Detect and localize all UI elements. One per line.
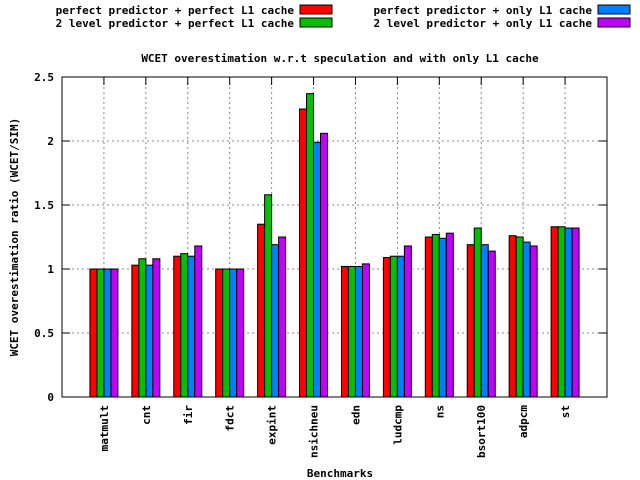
- bar-edn-series-3: [354, 265, 363, 398]
- legend-swatch-1: [299, 4, 333, 15]
- x-tick-label: edn: [349, 405, 362, 425]
- bar-ns-series-1: [424, 236, 433, 398]
- bar-ns-series-4: [445, 232, 454, 398]
- bar-adpcm-series-3: [522, 241, 531, 398]
- bar-st-series-3: [564, 227, 573, 398]
- bar-cnt-series-4: [152, 258, 161, 398]
- bar-bsort100-series-4: [487, 250, 496, 398]
- legend: perfect predictor + perfect L1 cache 2 l…: [56, 4, 631, 30]
- y-tick-label: 1.5: [34, 199, 54, 212]
- y-tick-label: 2: [47, 135, 54, 148]
- x-tick-label: cnt: [140, 405, 153, 425]
- bar-matmult-series-3: [103, 268, 112, 398]
- y-tick-label: 2.5: [34, 71, 54, 84]
- x-tick-label: expint: [266, 405, 279, 445]
- x-tick-label: fdct: [224, 405, 237, 432]
- bar-cnt-series-2: [138, 258, 147, 398]
- y-axis: 0 0.5 1 1.5 2 2.5: [34, 71, 607, 404]
- x-tick-label: bsort100: [475, 405, 488, 458]
- bar-adpcm-series-2: [515, 236, 524, 398]
- x-tick-label: matmult: [98, 405, 111, 451]
- x-tick-label: adpcm: [517, 405, 530, 438]
- bar-matmult-series-1: [89, 268, 98, 398]
- bar-adpcm-series-4: [529, 245, 538, 398]
- bar-ns-series-2: [431, 233, 440, 398]
- y-tick-label: 0.5: [34, 327, 54, 340]
- bar-expint-series-2: [264, 194, 273, 398]
- bar-fdct-series-1: [215, 268, 224, 398]
- bar-expint-series-4: [278, 236, 287, 398]
- bar-cnt-series-3: [145, 264, 154, 398]
- legend-swatch-4: [597, 17, 631, 28]
- plot-frame: [61, 76, 608, 398]
- bar-bsort100-series-1: [466, 244, 475, 398]
- bar-ns-series-3: [438, 237, 447, 398]
- bar-fdct-series-2: [222, 268, 231, 398]
- bar-bsort100-series-3: [480, 244, 489, 398]
- bar-st-series-2: [557, 226, 566, 398]
- bar-nsichneu-series-3: [313, 141, 322, 398]
- bar-bsort100-series-2: [473, 227, 482, 398]
- bar-cnt-series-1: [131, 264, 140, 398]
- x-tick-label: nsichneu: [308, 405, 321, 458]
- bar-nsichneu-series-4: [320, 132, 329, 398]
- legend-swatch-3: [597, 4, 631, 15]
- x-tick-label: ludcmp: [391, 405, 404, 445]
- y-axis-label: WCET overestimation ratio (WCET/SIM): [8, 118, 21, 356]
- bar-expint-series-3: [271, 244, 280, 398]
- x-axis-label: Benchmarks: [307, 467, 373, 480]
- bar-st-series-1: [550, 226, 559, 398]
- bar-matmult-series-4: [110, 268, 119, 398]
- bars: [89, 93, 580, 398]
- bar-fir-series-3: [187, 255, 196, 398]
- bar-ludcmp-series-3: [396, 255, 405, 398]
- bar-st-series-4: [571, 227, 580, 398]
- bar-adpcm-series-1: [508, 235, 517, 398]
- x-tick-label: ns: [433, 405, 446, 418]
- legend-label-2: 2 level predictor + perfect L1 cache: [56, 17, 295, 30]
- x-axis: matmult cnt fir fdct expint nsichneu edn ludcmp…: [98, 77, 572, 458]
- bar-fir-series-4: [194, 245, 203, 398]
- chart-title: WCET overestimation w.r.t speculation an…: [141, 52, 539, 65]
- bar-fdct-series-3: [229, 268, 238, 398]
- y-tick-label: 1: [47, 263, 54, 276]
- bar-fir-series-2: [180, 253, 189, 398]
- bar-edn-series-4: [361, 263, 370, 398]
- bar-ludcmp-series-4: [403, 245, 412, 398]
- legend-label-3: perfect predictor + only L1 cache: [373, 4, 592, 17]
- bar-nsichneu-series-1: [299, 108, 308, 398]
- x-tick-label: st: [559, 405, 572, 418]
- bar-fdct-series-4: [236, 268, 245, 398]
- bar-edn-series-1: [340, 265, 349, 398]
- legend-label-1: perfect predictor + perfect L1 cache: [56, 4, 295, 17]
- bar-matmult-series-2: [96, 268, 105, 398]
- y-tick-label: 0: [47, 391, 54, 404]
- bar-nsichneu-series-2: [306, 93, 315, 398]
- bar-expint-series-1: [257, 223, 266, 398]
- legend-label-4: 2 level predictor + only L1 cache: [373, 17, 592, 30]
- x-tick-label: fir: [182, 405, 195, 425]
- legend-swatch-2: [299, 17, 333, 28]
- bar-ludcmp-series-1: [382, 256, 391, 398]
- bar-fir-series-1: [173, 255, 182, 398]
- bar-ludcmp-series-2: [389, 255, 398, 398]
- bar-edn-series-2: [347, 265, 356, 398]
